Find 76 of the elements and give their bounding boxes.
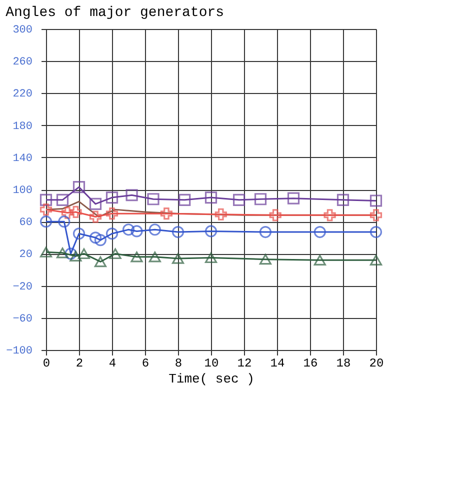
y-tick-label: 140 (12, 152, 32, 165)
point (40, 204, 52, 216)
x-tick-label: 6 (142, 356, 150, 370)
y-tick-label: −100 (6, 346, 32, 358)
point (70, 250, 82, 262)
point (324, 209, 336, 222)
point (130, 225, 143, 238)
x-tick-label: 18 (336, 356, 351, 370)
point (172, 253, 184, 264)
point (204, 191, 218, 204)
point (72, 228, 86, 240)
point (78, 248, 90, 260)
point (147, 193, 160, 206)
point (259, 254, 272, 265)
y-tick-label: 180 (12, 120, 32, 133)
y-tick-label: −60 (12, 313, 32, 326)
y-tick-label: 220 (12, 88, 32, 101)
y-tick-label: −20 (12, 281, 32, 294)
point (370, 254, 382, 266)
x-tick-label: 0 (42, 356, 50, 370)
point (148, 224, 161, 236)
y-tick-label: 60 (19, 217, 32, 230)
y-tick-label: 260 (12, 56, 32, 69)
point (94, 256, 106, 268)
point (56, 194, 69, 206)
point (204, 252, 218, 264)
point (58, 216, 70, 228)
point (259, 226, 272, 238)
point (64, 248, 77, 260)
point (70, 206, 82, 218)
point (40, 246, 52, 258)
point (89, 198, 102, 210)
chart-title: Angles of major generators (6, 5, 224, 21)
point (370, 194, 382, 207)
point (94, 234, 106, 246)
point (109, 248, 122, 260)
point (287, 192, 300, 204)
point (148, 252, 161, 262)
x-tick-label: 16 (303, 356, 318, 370)
point (214, 208, 227, 220)
x-tick-label: 10 (204, 356, 219, 370)
point (160, 208, 172, 220)
x-axis-title: Time( sec ) (168, 372, 254, 386)
point (61, 206, 74, 219)
point (40, 194, 52, 206)
x-tick-label: 12 (237, 356, 252, 370)
point (370, 226, 382, 238)
point (72, 181, 86, 194)
x-tick-label: 4 (108, 356, 116, 370)
y-tick-label: 20 (19, 249, 32, 262)
x-tick-label: 2 (76, 356, 84, 370)
point (178, 194, 191, 206)
point (269, 209, 282, 222)
point (89, 232, 102, 244)
point (130, 252, 143, 262)
point (204, 225, 218, 238)
point (370, 209, 382, 222)
point (314, 226, 326, 238)
point (314, 254, 326, 266)
point (40, 216, 52, 228)
y-tick-label: 100 (12, 185, 32, 197)
point (56, 248, 69, 258)
x-tick-label: 8 (174, 356, 182, 370)
point (106, 228, 118, 240)
point (172, 226, 184, 238)
point (106, 191, 118, 204)
point (126, 189, 138, 202)
x-tick-label: 20 (369, 356, 384, 370)
point (122, 224, 135, 236)
y-tick-label: 300 (12, 24, 32, 36)
point (254, 193, 267, 206)
point (233, 194, 246, 206)
x-tick-label: 14 (270, 356, 285, 370)
point (336, 194, 350, 206)
point (89, 210, 102, 223)
point (106, 208, 118, 220)
